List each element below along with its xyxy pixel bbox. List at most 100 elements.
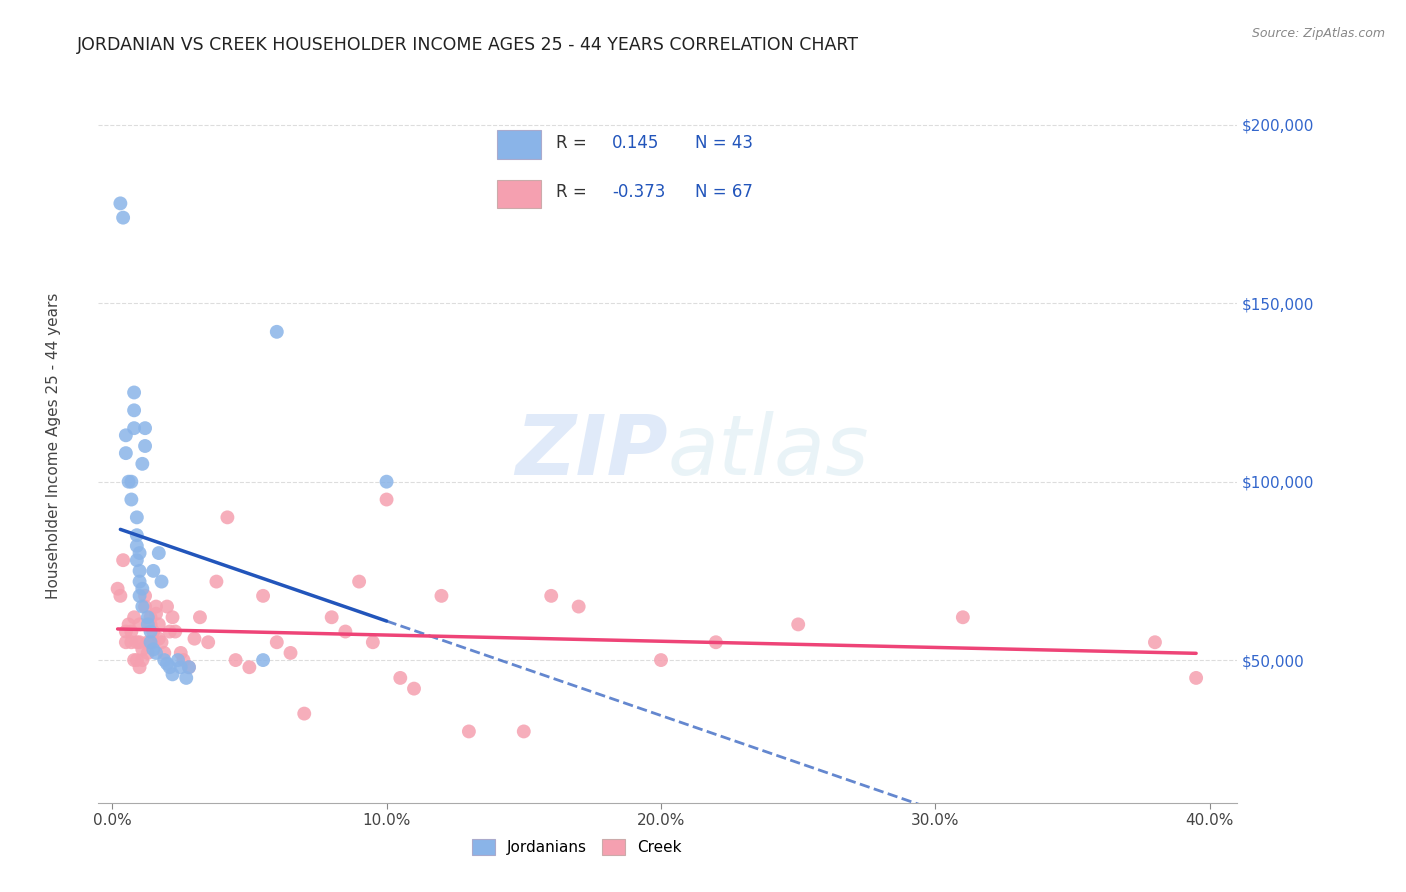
Point: [134, 589, 156, 603]
Point: [142, 635, 165, 649]
Point: [150, 635, 173, 649]
Point: [173, 653, 195, 667]
Point: [347, 574, 370, 589]
Point: [156, 657, 179, 671]
Point: [115, 624, 138, 639]
Point: [107, 582, 129, 596]
Point: [217, 510, 239, 524]
Point: [321, 610, 343, 624]
Point: [205, 574, 228, 589]
Point: [165, 624, 187, 639]
Point: [115, 635, 138, 649]
Text: Householder Income Ages 25 - 44 years: Householder Income Ages 25 - 44 years: [46, 293, 60, 599]
Text: 0.145: 0.145: [612, 134, 659, 152]
Point: [142, 642, 165, 657]
FancyBboxPatch shape: [498, 130, 541, 159]
Point: [125, 635, 148, 649]
Point: [136, 610, 159, 624]
Point: [430, 589, 453, 603]
Point: [540, 589, 562, 603]
Point: [128, 546, 150, 560]
Text: Source: ZipAtlas.com: Source: ZipAtlas.com: [1251, 27, 1385, 40]
Point: [156, 599, 179, 614]
Point: [167, 653, 190, 667]
Point: [120, 624, 142, 639]
Point: [266, 325, 288, 339]
Point: [122, 385, 145, 400]
Point: [148, 546, 170, 560]
Point: [292, 706, 315, 721]
Point: [145, 599, 167, 614]
Point: [197, 635, 219, 649]
Point: [361, 635, 384, 649]
Point: [117, 475, 139, 489]
Point: [177, 660, 200, 674]
Point: [131, 653, 153, 667]
Point: [280, 646, 302, 660]
Point: [120, 475, 142, 489]
Text: JORDANIAN VS CREEK HOUSEHOLDER INCOME AGES 25 - 44 YEARS CORRELATION CHART: JORDANIAN VS CREEK HOUSEHOLDER INCOME AG…: [77, 36, 859, 54]
Point: [568, 599, 591, 614]
Point: [131, 582, 153, 596]
Point: [952, 610, 974, 624]
Point: [389, 671, 412, 685]
Point: [148, 632, 170, 646]
Point: [134, 599, 156, 614]
Point: [131, 642, 153, 657]
Point: [139, 617, 162, 632]
Text: -0.373: -0.373: [612, 183, 665, 201]
Point: [375, 492, 398, 507]
Point: [238, 660, 260, 674]
Point: [120, 635, 142, 649]
Point: [122, 610, 145, 624]
Point: [159, 660, 181, 674]
Point: [162, 610, 184, 624]
Point: [159, 624, 181, 639]
Point: [134, 439, 156, 453]
Text: atlas: atlas: [668, 411, 869, 492]
Point: [112, 553, 135, 567]
Point: [139, 610, 162, 624]
Point: [148, 617, 170, 632]
Point: [122, 421, 145, 435]
Point: [704, 635, 727, 649]
Point: [125, 553, 148, 567]
Point: [1143, 635, 1166, 649]
Point: [142, 624, 165, 639]
Point: [787, 617, 810, 632]
Point: [150, 574, 173, 589]
Point: [115, 428, 138, 442]
Point: [122, 403, 145, 417]
Point: [183, 632, 205, 646]
Point: [120, 492, 142, 507]
Point: [128, 574, 150, 589]
Point: [513, 724, 536, 739]
Point: [128, 660, 150, 674]
Point: [174, 671, 197, 685]
Point: [266, 635, 288, 649]
Point: [125, 510, 148, 524]
Point: [115, 446, 138, 460]
Point: [650, 653, 672, 667]
Point: [252, 589, 274, 603]
Text: R =: R =: [557, 183, 586, 201]
Point: [131, 599, 153, 614]
Point: [225, 653, 247, 667]
Point: [110, 196, 132, 211]
Point: [125, 539, 148, 553]
Point: [128, 617, 150, 632]
Point: [335, 624, 357, 639]
Point: [125, 528, 148, 542]
Text: ZIP: ZIP: [515, 411, 668, 492]
Point: [145, 646, 167, 660]
Point: [170, 660, 193, 674]
Text: N = 43: N = 43: [696, 134, 754, 152]
Point: [457, 724, 479, 739]
Point: [188, 610, 211, 624]
Point: [402, 681, 425, 696]
Text: R =: R =: [557, 134, 586, 152]
Point: [117, 617, 139, 632]
Point: [128, 564, 150, 578]
Point: [170, 646, 193, 660]
Text: N = 67: N = 67: [696, 183, 754, 201]
